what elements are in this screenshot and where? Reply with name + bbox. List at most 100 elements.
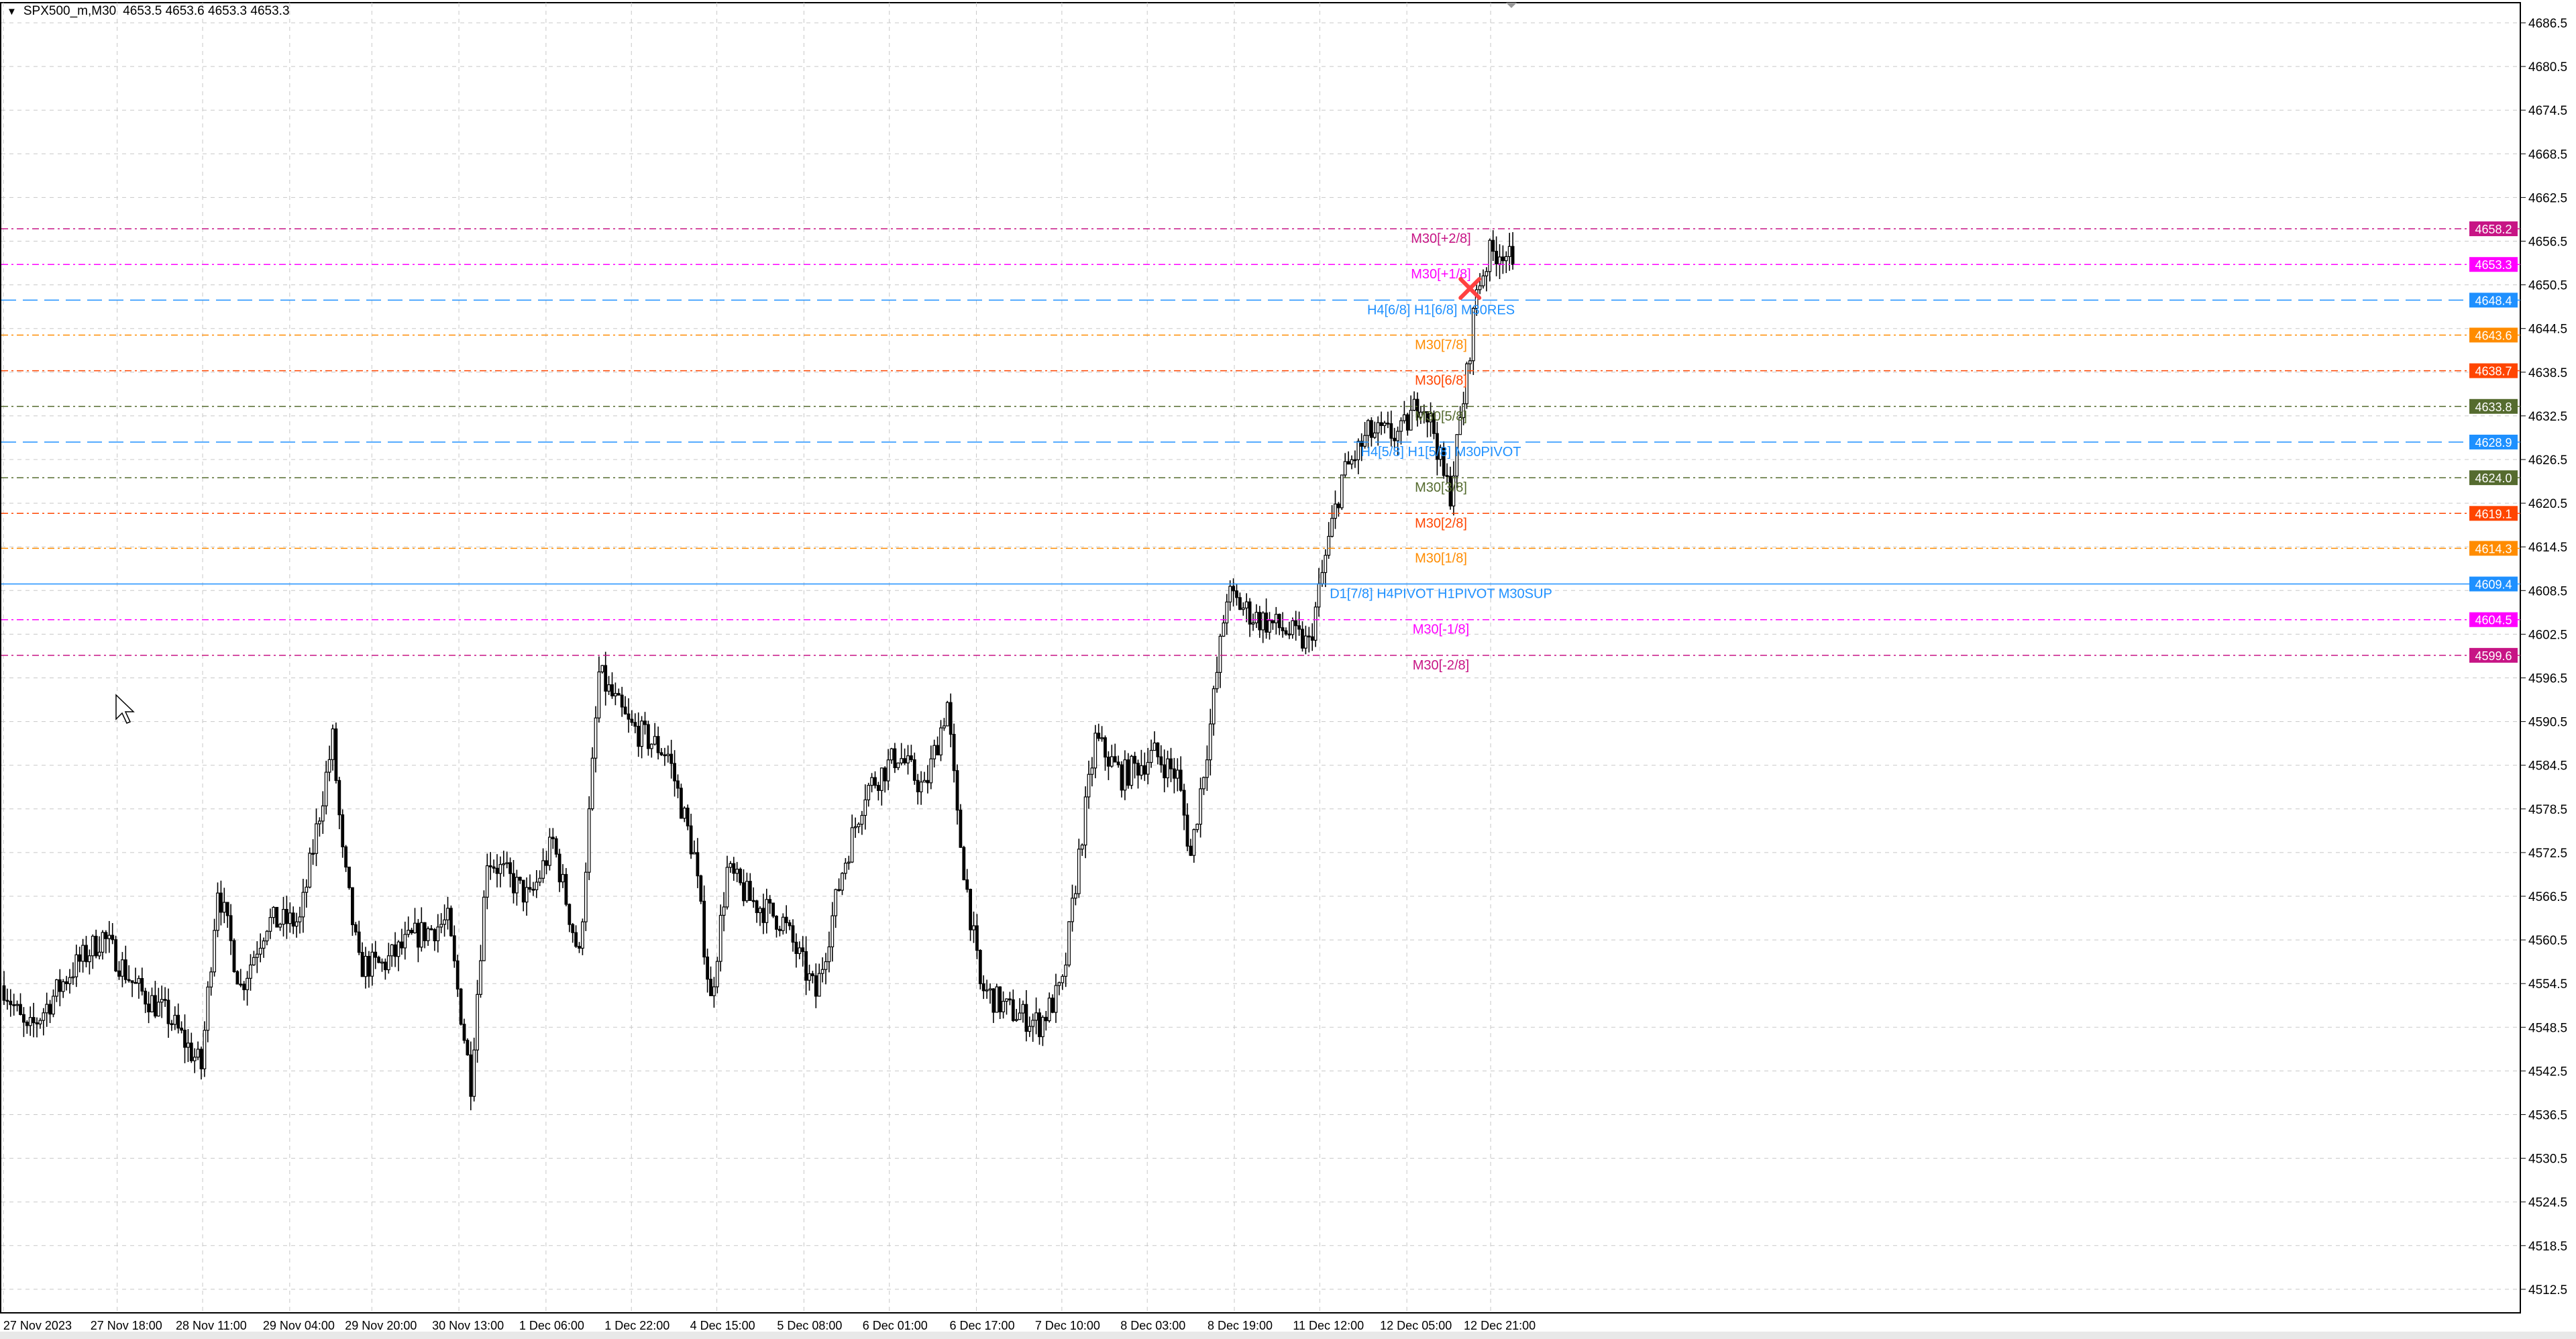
candle xyxy=(686,807,690,826)
candle xyxy=(725,867,729,908)
candle xyxy=(900,758,904,763)
level-label: D1[7/8] H4PIVOT H1PIVOT M30SUP xyxy=(1330,587,1552,602)
candle xyxy=(1334,503,1337,519)
price-tick-label: 4518.5 xyxy=(2528,1240,2567,1254)
price-tick-label: 4542.5 xyxy=(2528,1065,2567,1079)
candle xyxy=(45,1004,49,1014)
triangle-down-icon[interactable]: ▼ xyxy=(7,5,17,17)
time-label: 8 Dec 19:00 xyxy=(1208,1319,1273,1332)
candle xyxy=(410,930,413,934)
candle xyxy=(101,932,105,953)
candle xyxy=(117,970,121,977)
candle xyxy=(751,900,755,902)
candle xyxy=(1021,1004,1025,1014)
candle xyxy=(784,916,788,924)
price-tag xyxy=(2469,612,2518,627)
candle xyxy=(857,823,861,827)
candle xyxy=(939,727,943,755)
candle xyxy=(498,864,502,874)
candle xyxy=(936,745,940,755)
candle xyxy=(820,969,824,974)
candle xyxy=(1071,898,1074,922)
candle xyxy=(1195,823,1199,831)
candle xyxy=(508,862,512,874)
candle xyxy=(945,702,949,727)
candle xyxy=(1175,769,1179,779)
candle xyxy=(659,752,663,755)
candle xyxy=(1485,271,1489,276)
price-tag xyxy=(2469,257,2518,272)
candle xyxy=(656,736,660,753)
candle xyxy=(476,994,479,1051)
candle xyxy=(729,863,733,868)
candle xyxy=(1235,590,1238,598)
price-tick-label: 4524.5 xyxy=(2528,1196,2567,1210)
candle xyxy=(745,881,749,902)
candle xyxy=(959,809,963,848)
candle xyxy=(627,713,631,720)
candle xyxy=(1222,622,1226,637)
candle xyxy=(1478,285,1482,290)
candle xyxy=(1106,756,1110,767)
candle xyxy=(1146,761,1150,775)
candle xyxy=(262,940,266,949)
ohlc-values: 4653.5 4653.6 4653.3 4653.3 xyxy=(123,4,290,18)
candle xyxy=(1044,1016,1048,1022)
candle xyxy=(1281,627,1285,631)
candle xyxy=(222,902,226,913)
price-tick-label: 4548.5 xyxy=(2528,1021,2567,1035)
candle xyxy=(107,934,111,939)
candle xyxy=(239,983,243,986)
price-tick-label: 4614.5 xyxy=(2528,541,2567,555)
candle xyxy=(876,785,880,791)
candle xyxy=(318,820,321,824)
price-tag-label: 4609.4 xyxy=(2475,578,2512,592)
price-tick-label: 4650.5 xyxy=(2528,279,2567,293)
price-tag xyxy=(2469,434,2518,449)
candle xyxy=(275,906,279,928)
price-tick-label: 4620.5 xyxy=(2528,497,2567,511)
candle xyxy=(111,934,115,941)
price-tag-label: 4638.7 xyxy=(2475,365,2512,378)
candle xyxy=(890,748,894,761)
candle xyxy=(354,924,358,932)
price-tag xyxy=(2469,506,2518,521)
candle xyxy=(578,946,581,949)
candle xyxy=(48,1004,52,1015)
symbol-label: SPX500_m,M30 xyxy=(23,4,117,18)
time-label: 27 Nov 18:00 xyxy=(91,1319,162,1332)
candle xyxy=(541,860,545,879)
candle xyxy=(932,745,936,759)
candle xyxy=(1126,759,1130,786)
candle xyxy=(419,922,423,948)
price-tag-label: 4633.8 xyxy=(2475,400,2512,414)
candle xyxy=(830,915,835,948)
price-tick-label: 4566.5 xyxy=(2528,890,2567,904)
candle xyxy=(669,753,674,764)
candle xyxy=(35,1022,39,1025)
candle xyxy=(147,1004,151,1013)
candle xyxy=(357,931,361,953)
candle xyxy=(160,999,164,1003)
candle xyxy=(1080,845,1084,850)
candle xyxy=(810,973,814,977)
candle xyxy=(1218,635,1222,673)
candle xyxy=(1152,742,1157,751)
candle xyxy=(249,964,252,979)
candle xyxy=(515,877,519,894)
candle xyxy=(1008,998,1012,1001)
candle xyxy=(32,1017,36,1024)
candle xyxy=(193,1057,197,1061)
candle xyxy=(732,863,736,874)
plot-area xyxy=(0,2,2521,1314)
candle xyxy=(798,947,802,955)
candle xyxy=(485,865,489,898)
candle xyxy=(1303,635,1307,649)
candle xyxy=(331,728,335,760)
candle xyxy=(1189,845,1193,856)
candle xyxy=(649,743,653,749)
candle xyxy=(479,960,482,995)
candle xyxy=(1465,363,1468,405)
candle xyxy=(176,1014,180,1029)
